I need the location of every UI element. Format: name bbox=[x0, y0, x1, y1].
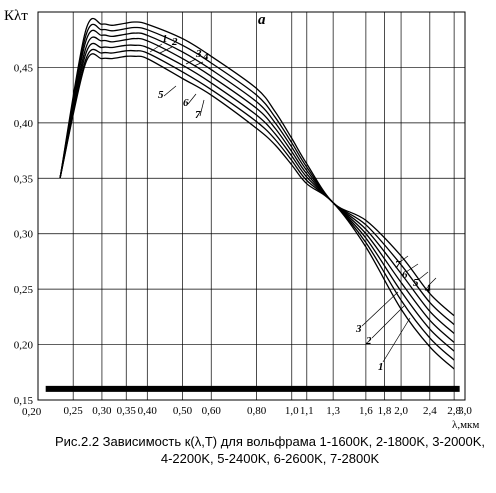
x-tick-label: 1,1 bbox=[300, 405, 314, 417]
curve-label: 7 bbox=[395, 259, 401, 271]
plot-border bbox=[37, 11, 466, 401]
curve-label: 4 bbox=[202, 51, 209, 63]
x-tick-label: 0,60 bbox=[202, 405, 222, 417]
x-axis-label: λ,мкм bbox=[452, 419, 479, 430]
x-tick-label: 0,40 bbox=[138, 405, 158, 417]
curve-label-leader bbox=[405, 263, 419, 273]
curve-label: 4 bbox=[424, 283, 431, 295]
y-tick-labels: 0,15 0,20 0,25 0,30 0,35 0,40 0,45 bbox=[14, 62, 34, 407]
y-tick-label: 0,20 bbox=[14, 340, 34, 352]
x-tick-label: 1,6 bbox=[359, 405, 373, 417]
curve-label: 6 bbox=[402, 269, 408, 281]
series-line-1 bbox=[59, 53, 455, 370]
x-tick-label: 0,30 bbox=[92, 405, 112, 417]
series-line-5 bbox=[59, 29, 455, 334]
plot-frame bbox=[37, 11, 466, 401]
series-line-3 bbox=[59, 42, 455, 352]
figure-caption: Рис.2.2 Зависимость к(λ,T) для вольфрама… bbox=[54, 434, 486, 466]
curves bbox=[59, 17, 455, 370]
curve-label: 5 bbox=[413, 277, 419, 289]
y-tick-label: 0,15 bbox=[14, 395, 34, 407]
series-line-6 bbox=[59, 23, 455, 326]
curve-label: 7 bbox=[195, 109, 201, 121]
curve-label: 3 bbox=[195, 48, 202, 60]
chart-title: a bbox=[258, 12, 266, 28]
curve-label-leader bbox=[149, 43, 163, 53]
curve-label-leader bbox=[159, 46, 173, 54]
series-line-2 bbox=[59, 48, 455, 361]
x-tick-label: 3,0 bbox=[458, 405, 472, 417]
curve-label-leader bbox=[371, 305, 405, 339]
curve-label-leader bbox=[417, 271, 429, 281]
y-tick-label: 0,25 bbox=[14, 284, 34, 296]
x-tick-label: 1,8 bbox=[378, 405, 392, 417]
y-tick-label: 0,45 bbox=[14, 62, 34, 74]
curve-label: 2 bbox=[365, 335, 372, 347]
chart: 0,25 0,30 0,35 0,40 0,50 0,60 0,80 1,0 1,1 1,3 1,6… bbox=[4, 8, 479, 430]
curve-label: 5 bbox=[158, 89, 164, 101]
x-tick-label: 0,80 bbox=[247, 405, 267, 417]
curve-label: 6 bbox=[183, 97, 189, 109]
curve-label-leader bbox=[427, 277, 437, 287]
curve-label: 1 bbox=[378, 361, 384, 373]
curve-label-leader bbox=[163, 85, 177, 97]
x-tick-label: 1,0 bbox=[285, 405, 299, 417]
x-tick-label: 0,25 bbox=[64, 405, 84, 417]
curve-label-leader bbox=[185, 58, 197, 65]
x-tick-label: 2,0 bbox=[394, 405, 408, 417]
curve-label-leader bbox=[187, 93, 197, 105]
chart-grid bbox=[38, 12, 466, 401]
curve-label: 1 bbox=[162, 33, 168, 45]
curve-label-leader bbox=[361, 291, 399, 327]
curve-label: 3 bbox=[355, 323, 362, 335]
curve-label-leader bbox=[199, 99, 205, 117]
x-tick-label: 2,4 bbox=[423, 405, 437, 417]
x-axis-start-label: 0,20 bbox=[22, 406, 42, 418]
y-tick-label: 0,40 bbox=[14, 118, 34, 130]
curve-label-leader bbox=[382, 317, 411, 363]
x-tick-label: 0,50 bbox=[173, 405, 193, 417]
y-tick-label: 0,35 bbox=[14, 173, 34, 185]
series-line-7 bbox=[59, 17, 455, 317]
x-tick-label: 2,8 bbox=[447, 405, 461, 417]
curve-label-leader bbox=[399, 255, 409, 263]
x-tick-label: 1,3 bbox=[326, 405, 340, 417]
y-tick-label: 0,30 bbox=[14, 229, 34, 241]
x-tick-labels: 0,25 0,30 0,35 0,40 0,50 0,60 0,80 1,0 1,1 1,3 1,6… bbox=[64, 405, 473, 417]
curve-label: 2 bbox=[171, 36, 178, 48]
series-line-4 bbox=[59, 36, 455, 343]
curve-label-leader bbox=[193, 61, 204, 67]
x-tick-label: 0,35 bbox=[117, 405, 137, 417]
y-axis-label: Кλт bbox=[4, 8, 28, 24]
